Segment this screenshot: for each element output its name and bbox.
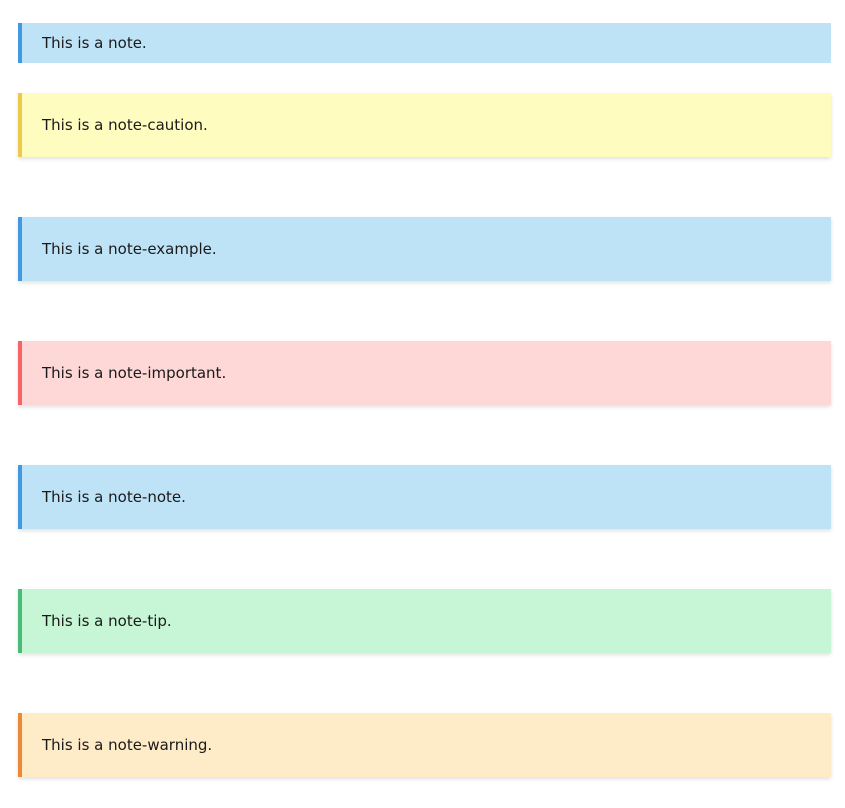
note-text: This is a note. — [42, 34, 147, 52]
note-text: This is a note-warning. — [42, 736, 213, 754]
note-important: This is a note-important. — [18, 341, 831, 405]
note-text: This is a note-tip. — [42, 612, 172, 630]
note-text: This is a note-important. — [42, 364, 227, 382]
note-text: This is a note-example. — [42, 240, 217, 258]
note-text: This is a note-note. — [42, 488, 186, 506]
note-caution: This is a note-caution. — [18, 93, 831, 157]
note-tip: This is a note-tip. — [18, 589, 831, 653]
note-note: This is a note-note. — [18, 465, 831, 529]
note: This is a note. — [18, 23, 831, 63]
note-example: This is a note-example. — [18, 217, 831, 281]
note-warning: This is a note-warning. — [18, 713, 831, 777]
note-text: This is a note-caution. — [42, 116, 208, 134]
